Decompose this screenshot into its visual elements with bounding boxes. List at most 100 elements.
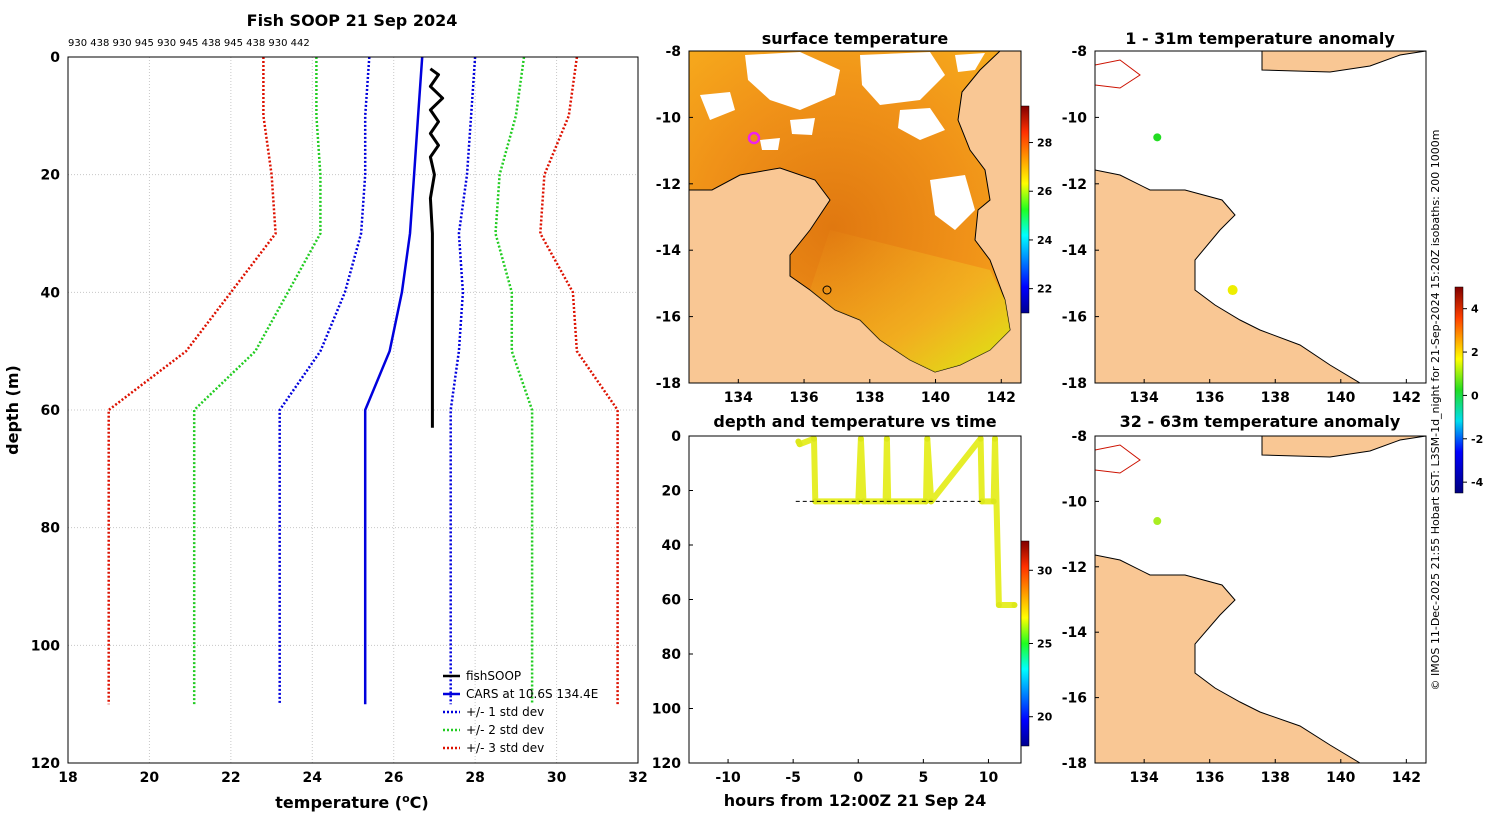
map-ytick-label: -8 xyxy=(665,44,681,60)
map-xtick-label: 142 xyxy=(1392,770,1421,786)
map-ytick-label: -14 xyxy=(656,243,682,259)
sst-circle-marker xyxy=(822,285,832,295)
map-xtick-label: 142 xyxy=(987,390,1016,406)
map-xtick-label: 142 xyxy=(1392,390,1421,406)
time-panel: depth and temperature vs time -10 -5 0 5 100… xyxy=(652,412,1053,810)
sst-title: surface temperature xyxy=(762,29,949,48)
profile-xtick-label: 18 xyxy=(58,770,77,786)
sst-cloud-mask xyxy=(700,52,985,230)
time-colorbar-ticks: 20 25 30 xyxy=(1029,564,1053,724)
profile-xtick-label: 26 xyxy=(384,770,403,786)
map-xtick-label: 134 xyxy=(1130,770,1159,786)
anomaly1-title: 1 - 31m temperature anomaly xyxy=(1125,29,1395,48)
anomaly2-sea xyxy=(1095,436,1426,763)
colorbar-tick-label: 26 xyxy=(1037,185,1053,198)
anomaly2-points xyxy=(1153,517,1162,526)
map-xtick-label: 140 xyxy=(921,390,950,406)
profile-series-cars-1-std-dev xyxy=(278,57,371,705)
credit-text: © IMOS 11-Dec-2025 21:55 Hobart SST: L3S… xyxy=(1429,129,1442,690)
colorbar-tick-label: 25 xyxy=(1037,638,1052,651)
profile-series-cars-3-std-dev xyxy=(107,57,277,705)
map-ytick-label: -10 xyxy=(1062,494,1088,510)
map-ytick-label: -14 xyxy=(1062,243,1088,259)
profile-xtick-label: 24 xyxy=(303,770,323,786)
anomaly1-point xyxy=(1227,285,1238,296)
profile-legend: fishSOOP CARS at 10.6S 134.4E +/- 1 std … xyxy=(443,669,598,755)
map-ytick-label: -16 xyxy=(1062,691,1087,707)
sst-colorbar-ticks: 22 24 26 28 xyxy=(1029,137,1053,296)
anomaly1-point xyxy=(1153,133,1162,142)
sst-warm-south xyxy=(810,230,1010,372)
anomaly2-map xyxy=(1095,436,1426,763)
map-xtick-label: 136 xyxy=(789,390,818,406)
profile-ytick-label: 40 xyxy=(41,285,61,301)
profile-series-cars-at-10-6s-134-4e xyxy=(363,57,424,705)
map-ytick-label: -16 xyxy=(1062,310,1087,326)
anomaly2-island xyxy=(1095,444,1141,474)
colorbar-tick-label: 2 xyxy=(1471,346,1479,359)
map-ytick-label: -12 xyxy=(656,177,681,193)
map-ytick-label: -14 xyxy=(1062,625,1088,641)
anomaly2-point xyxy=(1153,517,1162,526)
time-trace xyxy=(795,436,1015,608)
map-ytick-label: -12 xyxy=(1062,560,1087,576)
time-data xyxy=(795,436,1018,608)
map-ytick-label: -10 xyxy=(656,110,682,126)
time-title: depth and temperature vs time xyxy=(713,412,996,431)
anomaly1-island xyxy=(1095,59,1141,89)
time-ytick-label: 100 xyxy=(652,702,681,718)
time-xtick-label: 0 xyxy=(853,770,863,786)
time-point xyxy=(991,436,998,442)
sst-ticks: 134 136 138 140 142 -8 -10 -12 -14 -16 -18 xyxy=(656,44,1016,406)
sst-panel: surface temperature 134 136 138 140 142 -8 -10… xyxy=(656,29,1053,406)
sst-station-marker xyxy=(747,131,761,145)
time-frame xyxy=(688,435,1022,764)
time-point xyxy=(883,436,890,442)
anomaly1-frame xyxy=(1094,50,1427,384)
time-point xyxy=(990,498,997,505)
profile-series-cars-2-std-dev xyxy=(494,57,534,705)
profile-series-cars-1-std-dev xyxy=(449,57,477,705)
legend-cars: CARS at 10.6S 134.4E xyxy=(466,687,598,701)
map-ytick-label: -8 xyxy=(1071,429,1087,445)
time-point xyxy=(924,436,931,442)
legend-std2: +/- 2 std dev xyxy=(466,723,544,737)
map-xtick-label: 134 xyxy=(724,390,753,406)
legend-fish: fishSOOP xyxy=(466,669,521,683)
anomaly-colorbar-ticks: -4 -2 0 2 4 xyxy=(1463,303,1484,489)
time-ytick-label: 40 xyxy=(662,538,682,554)
colorbar-tick-label: 4 xyxy=(1471,303,1479,316)
map-ytick-label: -12 xyxy=(1062,177,1087,193)
profile-ticks: 18 20 22 24 26 28 30 32 0 20 40 60 80 100 120 xyxy=(31,50,648,786)
sst-colorbar xyxy=(1020,105,1030,314)
time-ytick-label: 0 xyxy=(671,429,681,445)
colorbar-tick-label: 28 xyxy=(1037,137,1052,150)
profile-lines xyxy=(107,57,619,705)
map-xtick-label: 140 xyxy=(1326,390,1355,406)
profile-series-cars-3-std-dev xyxy=(539,57,619,705)
profile-ytick-label: 0 xyxy=(50,50,60,66)
time-ytick-label: 80 xyxy=(662,647,682,663)
profile-ytick-label: 120 xyxy=(31,756,60,772)
colorbar-tick-label: -2 xyxy=(1471,433,1483,446)
anomaly-colorbar xyxy=(1454,286,1464,494)
profile-title: Fish SOOP 21 Sep 2024 xyxy=(247,11,458,30)
map-xtick-label: 140 xyxy=(1326,770,1355,786)
time-ytick-label: 60 xyxy=(662,593,682,609)
time-xtick-label: -10 xyxy=(715,770,741,786)
profile-xtick-label: 32 xyxy=(628,770,647,786)
colorbar-tick-label: -4 xyxy=(1471,476,1484,489)
anomaly1-points xyxy=(1153,133,1238,296)
profile-ylabel: depth (m) xyxy=(3,365,22,455)
profile-xlabel: temperature (oC) xyxy=(275,792,428,812)
anomaly1-map xyxy=(1095,51,1426,383)
time-xtick-label: 10 xyxy=(979,770,999,786)
profile-ytick-label: 20 xyxy=(41,168,61,184)
time-ytick-label: 120 xyxy=(652,756,681,772)
profile-xtick-label: 20 xyxy=(140,770,160,786)
time-point xyxy=(796,441,803,448)
time-colorbar xyxy=(1020,540,1030,747)
map-xtick-label: 136 xyxy=(1195,770,1224,786)
time-point xyxy=(855,498,862,505)
